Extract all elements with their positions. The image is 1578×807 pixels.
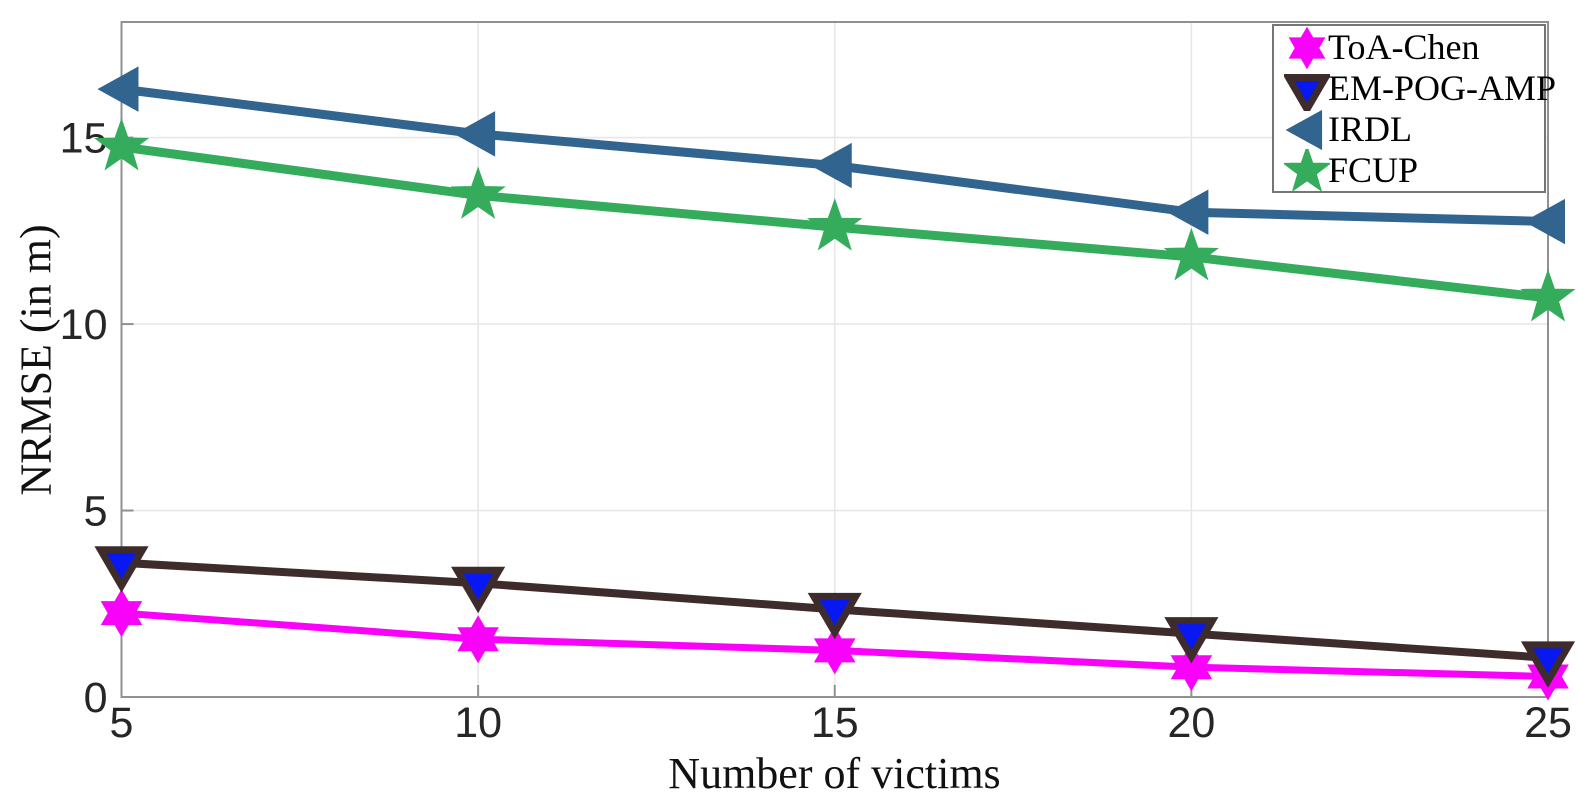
triangle-down-marker xyxy=(1164,617,1219,664)
triangle-down-marker-icon xyxy=(1284,73,1330,111)
triangle-left-marker xyxy=(1523,198,1565,245)
hexagram-marker-icon xyxy=(1288,26,1326,69)
hexagram-marker xyxy=(1170,643,1213,692)
legend-item-toa-chen: ToA-Chen xyxy=(1284,26,1544,69)
y-tick-label: 10 xyxy=(60,301,108,349)
triangle-left-marker xyxy=(1167,189,1209,235)
x-tick-label: 5 xyxy=(110,699,134,747)
hexagram-marker xyxy=(100,589,143,638)
triangle-down-marker xyxy=(1520,641,1576,688)
hexagram-marker xyxy=(813,626,856,675)
legend-label: FCUP xyxy=(1328,150,1419,190)
legend-label: IRDL xyxy=(1328,109,1412,149)
pentagram-marker xyxy=(1284,148,1330,192)
pentagram-marker-icon xyxy=(1284,148,1330,192)
legend-item-em-pog-amp: EM-POG-AMP xyxy=(1284,68,1556,111)
triangle-down-marker xyxy=(1284,73,1330,111)
pentagram-marker xyxy=(450,166,506,219)
triangle-down-marker xyxy=(451,566,506,614)
legend-item-irdl: IRDL xyxy=(1284,109,1544,150)
pentagram-marker xyxy=(1163,227,1219,281)
x-tick-label: 25 xyxy=(1524,699,1572,747)
legend-label: EM-POG-AMP xyxy=(1328,68,1557,108)
y-tick-label: 0 xyxy=(84,674,108,722)
x-tick-label: 15 xyxy=(811,699,859,747)
pentagram-marker xyxy=(807,198,863,251)
x-tick-label: 20 xyxy=(1167,699,1215,747)
hexagram-marker xyxy=(1288,26,1326,69)
triangle-down-marker xyxy=(94,546,149,593)
legend-label: ToA-Chen xyxy=(1328,27,1480,67)
triangle-left-marker-icon xyxy=(1285,109,1323,150)
legend-item-fcup: FCUP xyxy=(1284,148,1544,192)
triangle-left-marker xyxy=(1285,109,1323,150)
pentagram-marker xyxy=(1520,268,1576,322)
y-axis-label: NRMSE (in m) xyxy=(11,224,61,496)
x-tick-label: 10 xyxy=(454,699,502,747)
triangle-left-marker xyxy=(810,142,852,189)
triangle-left-marker xyxy=(454,111,496,157)
triangle-left-marker xyxy=(97,66,139,112)
triangle-down-marker xyxy=(807,592,862,640)
y-tick-label: 5 xyxy=(84,488,108,536)
legend: ToA-Chen EM-POG-AMP IRDL FCUP xyxy=(1272,24,1556,193)
x-axis-label: Number of victims xyxy=(668,749,1001,798)
hexagram-marker xyxy=(457,615,499,664)
pentagram-marker xyxy=(93,117,150,171)
